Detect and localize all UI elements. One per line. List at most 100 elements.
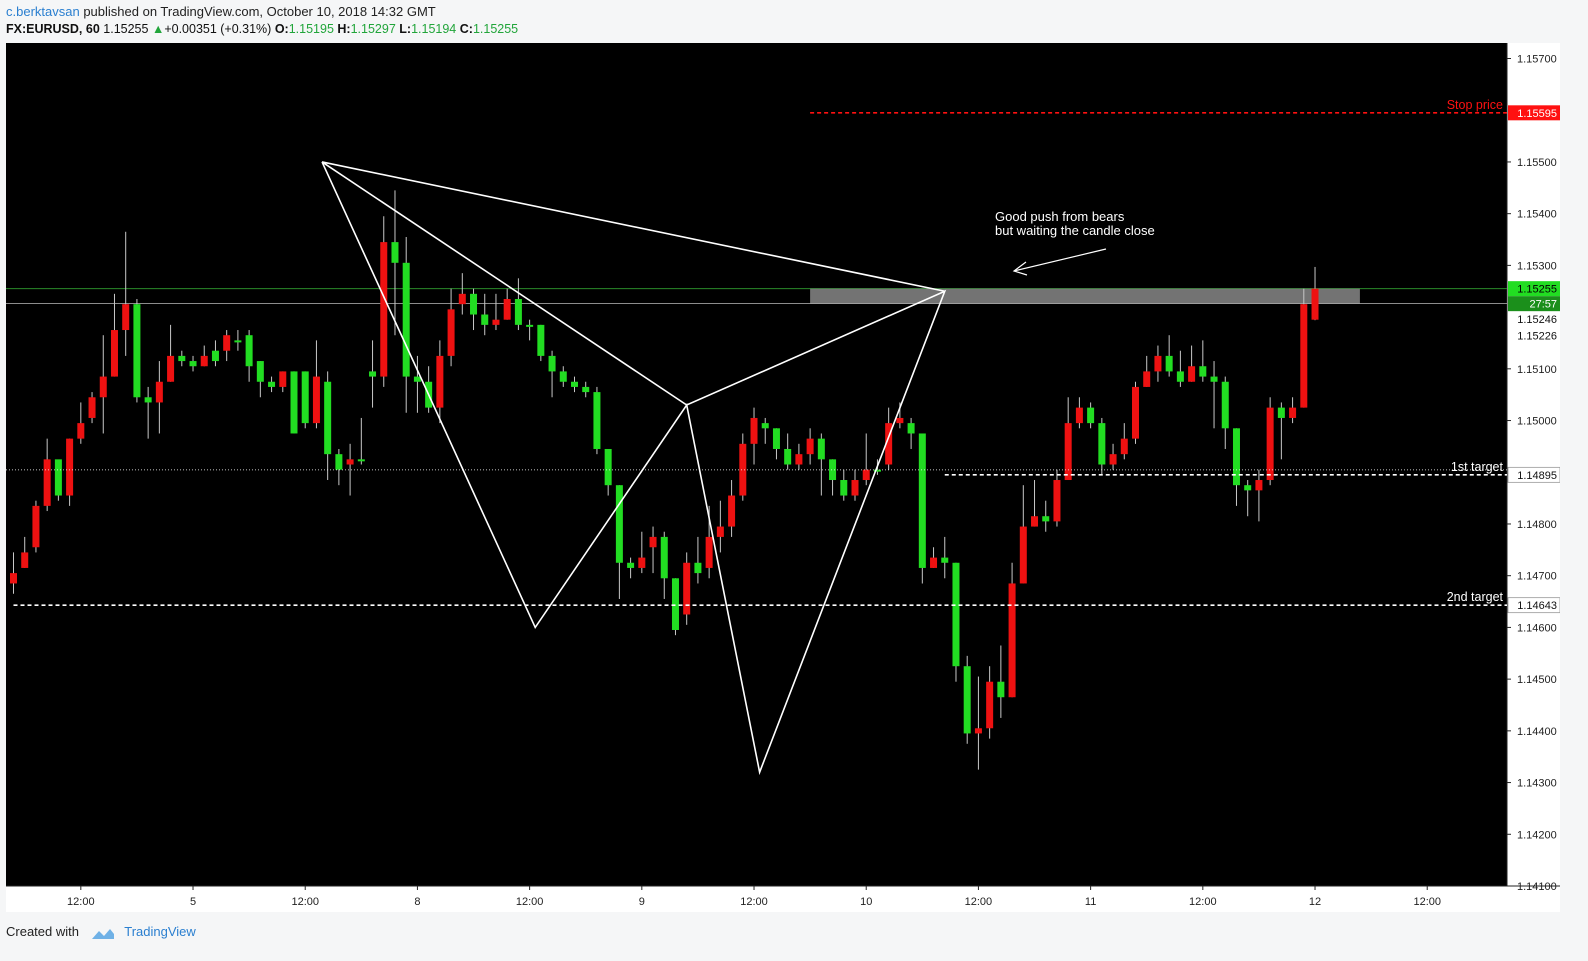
x-tick-label: 12:00 (291, 896, 319, 908)
candle-down (851, 480, 859, 496)
high-value: 1.15297 (350, 22, 396, 36)
candle-up (514, 299, 522, 325)
candle-up (817, 438, 825, 460)
harmonic-pattern (321, 161, 947, 776)
y-tick-label: 1.14700 (1517, 571, 1557, 583)
publish-info: c.berktavsan published on TradingView.co… (6, 4, 436, 19)
x-tick-label: 12:00 (1413, 896, 1441, 908)
y-tick-label: 1.15500 (1517, 157, 1557, 169)
x-tick-label: 12:00 (67, 896, 95, 908)
annotation-arrow (1013, 248, 1107, 272)
candle-up (1199, 366, 1207, 377)
candle-up (952, 562, 960, 667)
candle-up (873, 469, 881, 472)
candle-down (77, 423, 85, 439)
price-badge-label: 1.15255 (1517, 284, 1557, 296)
author-link[interactable]: c.berktavsan (6, 4, 80, 19)
candle-up (1210, 376, 1218, 382)
x-tick-label: 12:00 (516, 896, 544, 908)
candle-up (604, 448, 612, 486)
candle-down (21, 552, 29, 568)
candle-down (458, 293, 466, 305)
price-badge-label: 1.15246 (1517, 314, 1557, 326)
candle-down (10, 573, 17, 584)
candle-up (963, 666, 971, 734)
candle-down (862, 469, 870, 481)
y-tick-label: 1.15300 (1517, 260, 1557, 272)
up-triangle-icon: ▲ (151, 22, 165, 36)
candle-up (1277, 407, 1285, 418)
candle-down (750, 417, 758, 444)
pattern-lines (321, 161, 947, 776)
x-tick-label: 11 (1085, 896, 1096, 908)
candle-up (268, 381, 276, 387)
y-tick-label: 1.15400 (1517, 209, 1557, 221)
y-tick-label: 1.14100 (1517, 881, 1557, 893)
x-tick-label: 9 (639, 896, 645, 908)
candle-down (99, 376, 107, 398)
candle-down (88, 397, 96, 418)
price-chart[interactable]: Stop price 1st target 2nd target Good push… (6, 43, 1560, 912)
y-tick-label: 1.14300 (1517, 778, 1557, 790)
y-tick-label: 1.15700 (1517, 54, 1557, 66)
x-tick-label: 12:00 (1189, 896, 1217, 908)
candle-down (380, 242, 388, 377)
candle-down (1300, 304, 1308, 408)
y-tick-label: 1.14400 (1517, 726, 1557, 738)
candle-up (918, 433, 926, 568)
x-tick-label: 5 (190, 896, 196, 908)
tradingview-link[interactable]: TradingView (124, 924, 196, 939)
low-value: 1.15194 (411, 22, 457, 36)
candle-down (806, 438, 814, 455)
created-with: Created with (6, 924, 79, 939)
candle-up (694, 562, 702, 574)
candle-up (481, 314, 489, 325)
tradingview-logo-icon[interactable] (91, 927, 115, 941)
candle-down (122, 304, 130, 331)
annotation-line1: Good push from bears (995, 209, 1125, 224)
y-tick-label: 1.15000 (1517, 416, 1557, 428)
candle-down (279, 371, 287, 387)
candle-up (615, 485, 623, 563)
candle-down (1266, 407, 1274, 481)
candle-down (728, 495, 736, 527)
low-label: L: (399, 22, 412, 36)
price-ticks: 1.15700 1.15500 1.15400 1.15300 1.15100 1.150… (1507, 54, 1557, 893)
plot-background (6, 43, 1507, 886)
candle-down (492, 319, 500, 325)
zone-rect (810, 288, 1360, 304)
candle-up (941, 557, 949, 563)
candle-down (1008, 583, 1016, 698)
price-badge (1508, 296, 1560, 312)
candle-down (896, 417, 904, 424)
candle-down (795, 454, 803, 465)
candle-down (312, 376, 320, 424)
candle-up (829, 459, 837, 481)
candle-up (301, 371, 309, 424)
candle-down (986, 681, 994, 729)
price-badge (1507, 597, 1560, 614)
annotation: Good push from bears but waiting the can… (995, 209, 1155, 276)
price-axis[interactable] (1507, 43, 1560, 886)
price-change: +0.00351 (+0.31%) (164, 22, 272, 36)
price-badge-label: 27:57 (1529, 299, 1557, 311)
footer: Created with TradingView (6, 924, 196, 941)
candle-up (335, 454, 343, 470)
candle-down (200, 355, 208, 367)
candle-up (526, 324, 534, 327)
candle-up (1087, 407, 1095, 424)
annotation-line2: but waiting the candle close (995, 223, 1155, 238)
publish-text: published on TradingView.com, October 10… (79, 4, 436, 19)
y-tick-label: 1.14800 (1517, 519, 1557, 531)
candle-down (1132, 386, 1139, 439)
candle-down (447, 309, 455, 356)
candle-down (649, 536, 657, 548)
candle-up (369, 371, 377, 377)
last-price: 1.15255 (103, 22, 149, 36)
candle-up (256, 361, 264, 382)
time-axis[interactable] (6, 886, 1560, 912)
candle-up (593, 392, 601, 449)
candle-up (391, 242, 399, 263)
candle-down (32, 505, 40, 548)
level-label: 1st target (1451, 460, 1504, 474)
